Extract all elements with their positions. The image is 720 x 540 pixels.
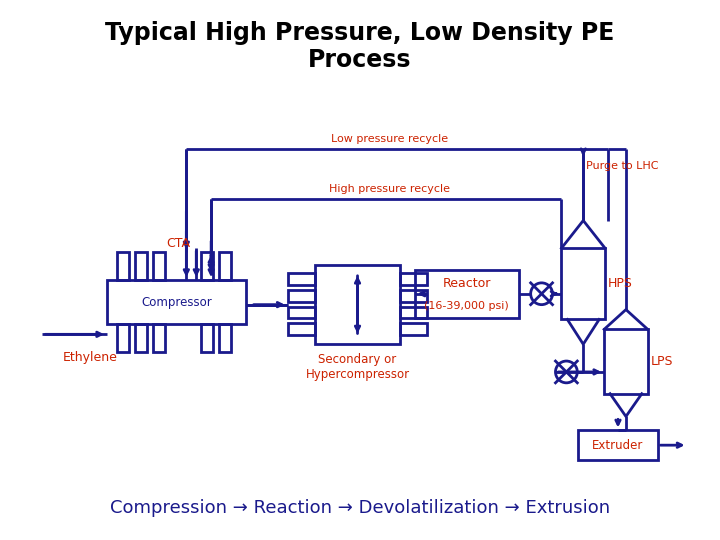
Bar [415,270,519,318]
Text: Purge to LHC: Purge to LHC [586,161,659,171]
Text: CTA: CTA [166,237,191,250]
Bar [219,252,231,280]
Bar [400,307,428,319]
Bar [201,252,213,280]
Bar [400,290,428,302]
Bar [400,323,428,335]
Bar [287,307,315,319]
Text: Typical High Pressure, Low Density PE
Process: Typical High Pressure, Low Density PE Pr… [105,21,615,72]
Bar [562,248,605,320]
Bar [117,252,129,280]
Text: Reactor: Reactor [443,278,491,291]
Bar [153,252,165,280]
Text: (16-39,000 psi): (16-39,000 psi) [424,301,509,310]
Text: Compressor: Compressor [141,296,212,309]
Bar [287,290,315,302]
Bar [287,323,315,335]
Text: Compression → Reaction → Devolatilization → Extrusion: Compression → Reaction → Devolatilizatio… [110,498,610,517]
Text: High pressure recycle: High pressure recycle [329,184,450,194]
Text: LPS: LPS [651,355,673,368]
Text: HPS: HPS [608,278,633,291]
Text: Ethylene: Ethylene [63,350,117,363]
Bar [153,325,165,352]
Bar [578,430,657,460]
Bar [219,325,231,352]
Bar [604,329,648,394]
Bar [315,265,400,344]
Bar [400,273,428,285]
Text: Extruder: Extruder [593,438,644,451]
Bar [135,325,147,352]
Text: Low pressure recycle: Low pressure recycle [331,134,449,144]
Bar [287,273,315,285]
Bar [117,325,129,352]
Bar [107,280,246,325]
Bar [201,325,213,352]
Text: Secondary or
Hypercompressor: Secondary or Hypercompressor [305,353,410,381]
Bar [135,252,147,280]
